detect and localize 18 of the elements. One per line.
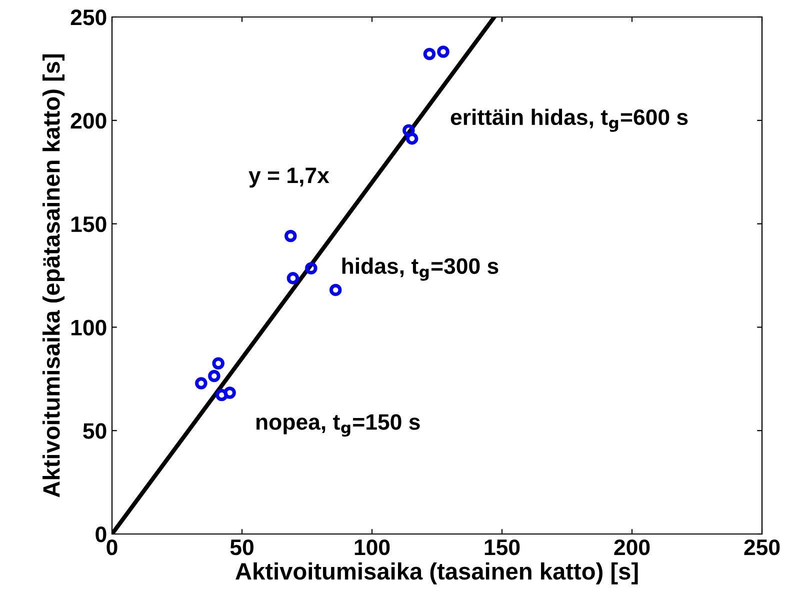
x-tick-label: 200 bbox=[614, 539, 650, 556]
annotation: erittäin hidas, t$_{g}$=600 s bbox=[450, 108, 688, 132]
x-tick-label: 150 bbox=[484, 539, 520, 556]
annotation: hidas, t$_{g}$=300 s bbox=[342, 258, 498, 281]
annotation: y = 1,7x bbox=[248, 168, 330, 188]
y-tick-label: 250 bbox=[70, 10, 106, 26]
y-axis-title: Aktivoitumisaika (epätasainen katto) [s] bbox=[42, 54, 65, 498]
annotation: nopea, t$_{g}$=150 s bbox=[256, 414, 420, 437]
y-tick-label: 150 bbox=[71, 216, 106, 232]
x-tick-label: 50 bbox=[230, 539, 254, 556]
x-tick-label: 250 bbox=[744, 539, 780, 556]
y-tick-label: 100 bbox=[71, 320, 106, 336]
y-tick-label: 50 bbox=[83, 423, 106, 439]
x-tick-label: 100 bbox=[354, 539, 390, 556]
x-tick-label: 0 bbox=[106, 539, 118, 556]
x-axis-title: Aktivoitumisaika (tasainen katto) [s] bbox=[236, 562, 638, 584]
y-tick-label: 200 bbox=[70, 112, 106, 129]
y-tick-label: 0 bbox=[96, 526, 106, 542]
